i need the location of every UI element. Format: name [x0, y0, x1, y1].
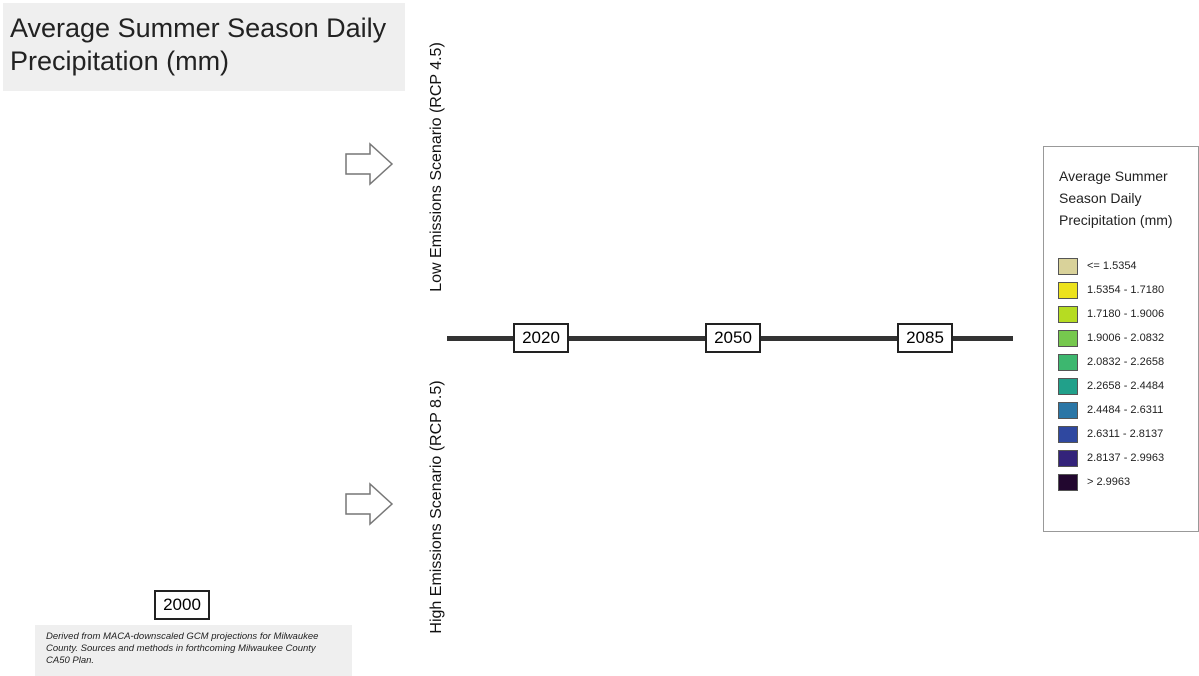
legend-label: 1.9006 - 2.0832: [1087, 332, 1165, 344]
legend-label: 2.2658 - 2.4484: [1087, 380, 1165, 392]
legend-item: 1.9006 - 2.0832: [1058, 329, 1164, 347]
legend-item: 1.5354 - 1.7180: [1058, 281, 1164, 299]
legend-item: 2.8137 - 2.9963: [1058, 449, 1164, 467]
title-box: [3, 3, 405, 91]
legend-swatch: [1058, 473, 1078, 491]
legend-swatch: [1058, 305, 1078, 323]
scenario-label: High Emissions Scenario (RCP 8.5): [428, 380, 445, 634]
legend-swatch: [1058, 449, 1078, 467]
legend-item: 2.6311 - 2.8137: [1058, 425, 1163, 443]
arrow: [345, 142, 394, 186]
legend-swatch: [1058, 281, 1078, 299]
legend-swatch: [1058, 401, 1078, 419]
legend-item: <= 1.5354: [1058, 257, 1137, 275]
legend-swatch: [1058, 377, 1078, 395]
legend-label: 1.7180 - 1.9006: [1087, 308, 1165, 320]
note-box: [35, 625, 352, 676]
legend-swatch: [1058, 329, 1078, 347]
legend-item: > 2.9963: [1058, 473, 1130, 491]
legend-item: 1.7180 - 1.9006: [1058, 305, 1164, 323]
year-label: 2000: [154, 590, 210, 620]
legend-swatch: [1058, 425, 1078, 443]
year-label: 2020: [513, 323, 569, 353]
legend-item: 2.2658 - 2.4484: [1058, 377, 1164, 395]
legend-label: 2.6311 - 2.8137: [1087, 428, 1164, 440]
legend-item: 2.4484 - 2.6311: [1058, 401, 1163, 419]
year-label: 2050: [705, 323, 761, 353]
title: Average Summer Season Daily Precipitatio…: [10, 13, 387, 76]
legend-label: > 2.9963: [1087, 476, 1131, 488]
legend-label: 2.8137 - 2.9963: [1087, 452, 1165, 464]
note: Derived from MACA-downscaled GCM project…: [46, 631, 319, 666]
scenario-label: Low Emissions Scenario (RCP 4.5): [428, 42, 445, 292]
legend-label: <= 1.5354: [1087, 260, 1137, 272]
legend-label: 2.4484 - 2.6311: [1087, 404, 1164, 416]
legend-swatch: [1058, 353, 1078, 371]
legend-title: Average Summer Season Daily Precipitatio…: [1059, 168, 1173, 228]
legend: Average Summer Season Daily Precipitatio…: [1043, 146, 1199, 532]
year-label: 2085: [897, 323, 953, 353]
arrows: [345, 142, 394, 526]
legend-label: 1.5354 - 1.7180: [1087, 284, 1165, 296]
legend-label: 2.0832 - 2.2658: [1087, 356, 1165, 368]
legend-swatch: [1058, 257, 1078, 275]
legend-item: 2.0832 - 2.2658: [1058, 353, 1164, 371]
arrow: [345, 482, 394, 526]
